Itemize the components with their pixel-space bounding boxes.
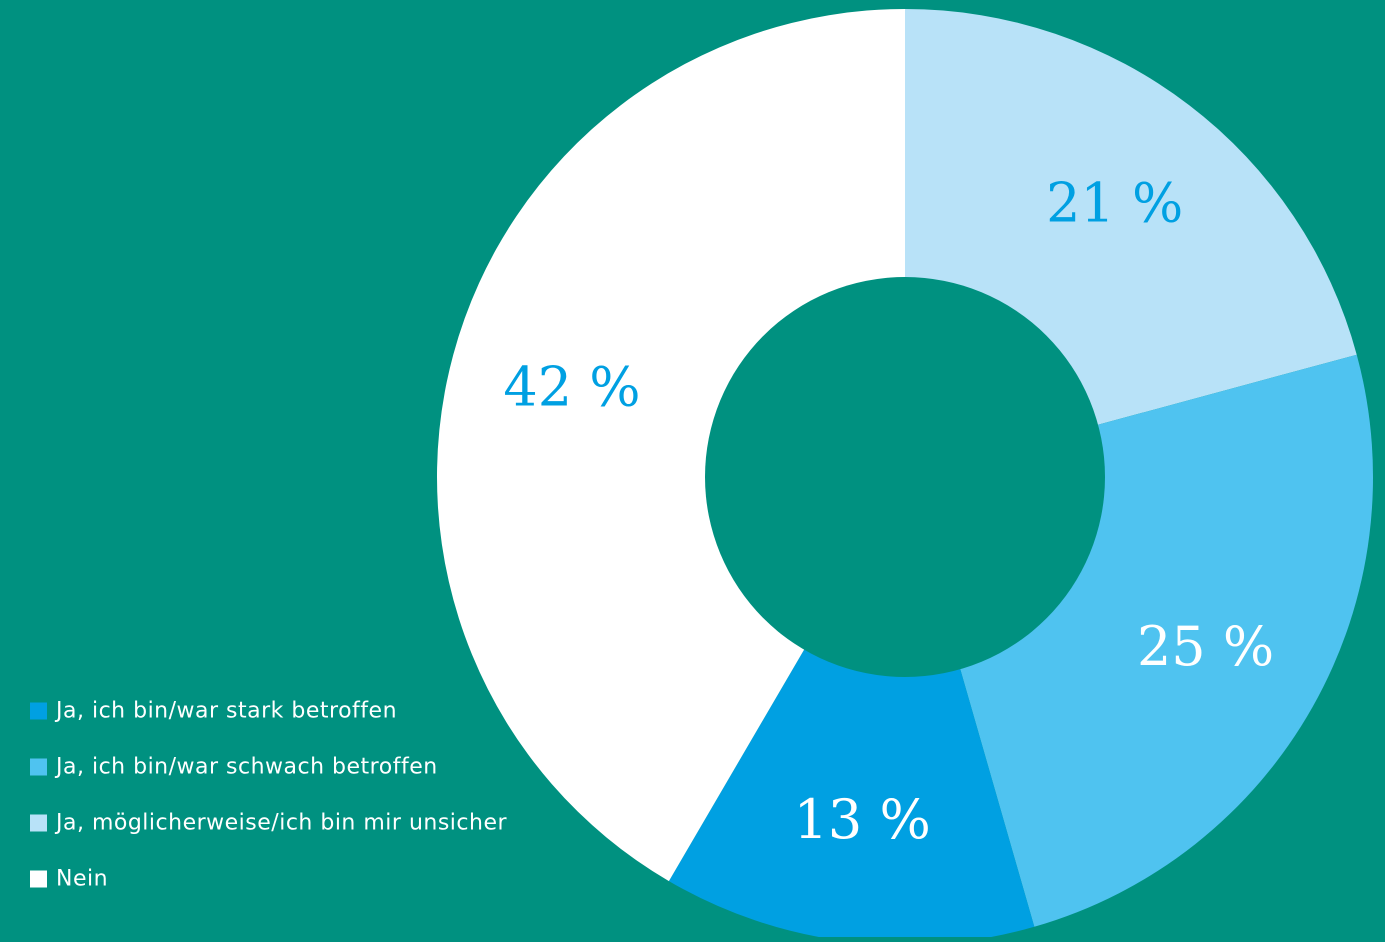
legend-item-unsicher: Ja, möglicherweise/ich bin mir unsicher	[30, 811, 507, 836]
value-label-nein: 42 %	[503, 355, 640, 418]
legend-label: Ja, möglicherweise/ich bin mir unsicher	[54, 811, 507, 836]
legend-label: Ja, ich bin/war stark betroffen	[54, 699, 397, 724]
legend-item-schwach-betroffen: Ja, ich bin/war schwach betroffen	[30, 755, 438, 780]
legend-swatch	[30, 758, 47, 776]
legend-label: Ja, ich bin/war schwach betroffen	[54, 755, 438, 780]
slice-stark-betroffen	[668, 477, 1035, 942]
value-label-stark-betroffen: 13 %	[794, 788, 931, 851]
legend-item-stark-betroffen: Ja, ich bin/war stark betroffen	[30, 699, 397, 724]
legend-swatch	[30, 702, 47, 720]
donut-hole	[705, 277, 1105, 677]
slice-nein	[437, 8, 905, 882]
legend-swatch	[30, 870, 47, 888]
value-label-schwach-betroffen: 25 %	[1137, 615, 1274, 678]
legend-label: Nein	[56, 867, 108, 892]
legend-item-nein: Nein	[30, 867, 108, 892]
value-label-unsicher: 21 %	[1046, 172, 1183, 235]
legend-swatch	[30, 814, 47, 832]
